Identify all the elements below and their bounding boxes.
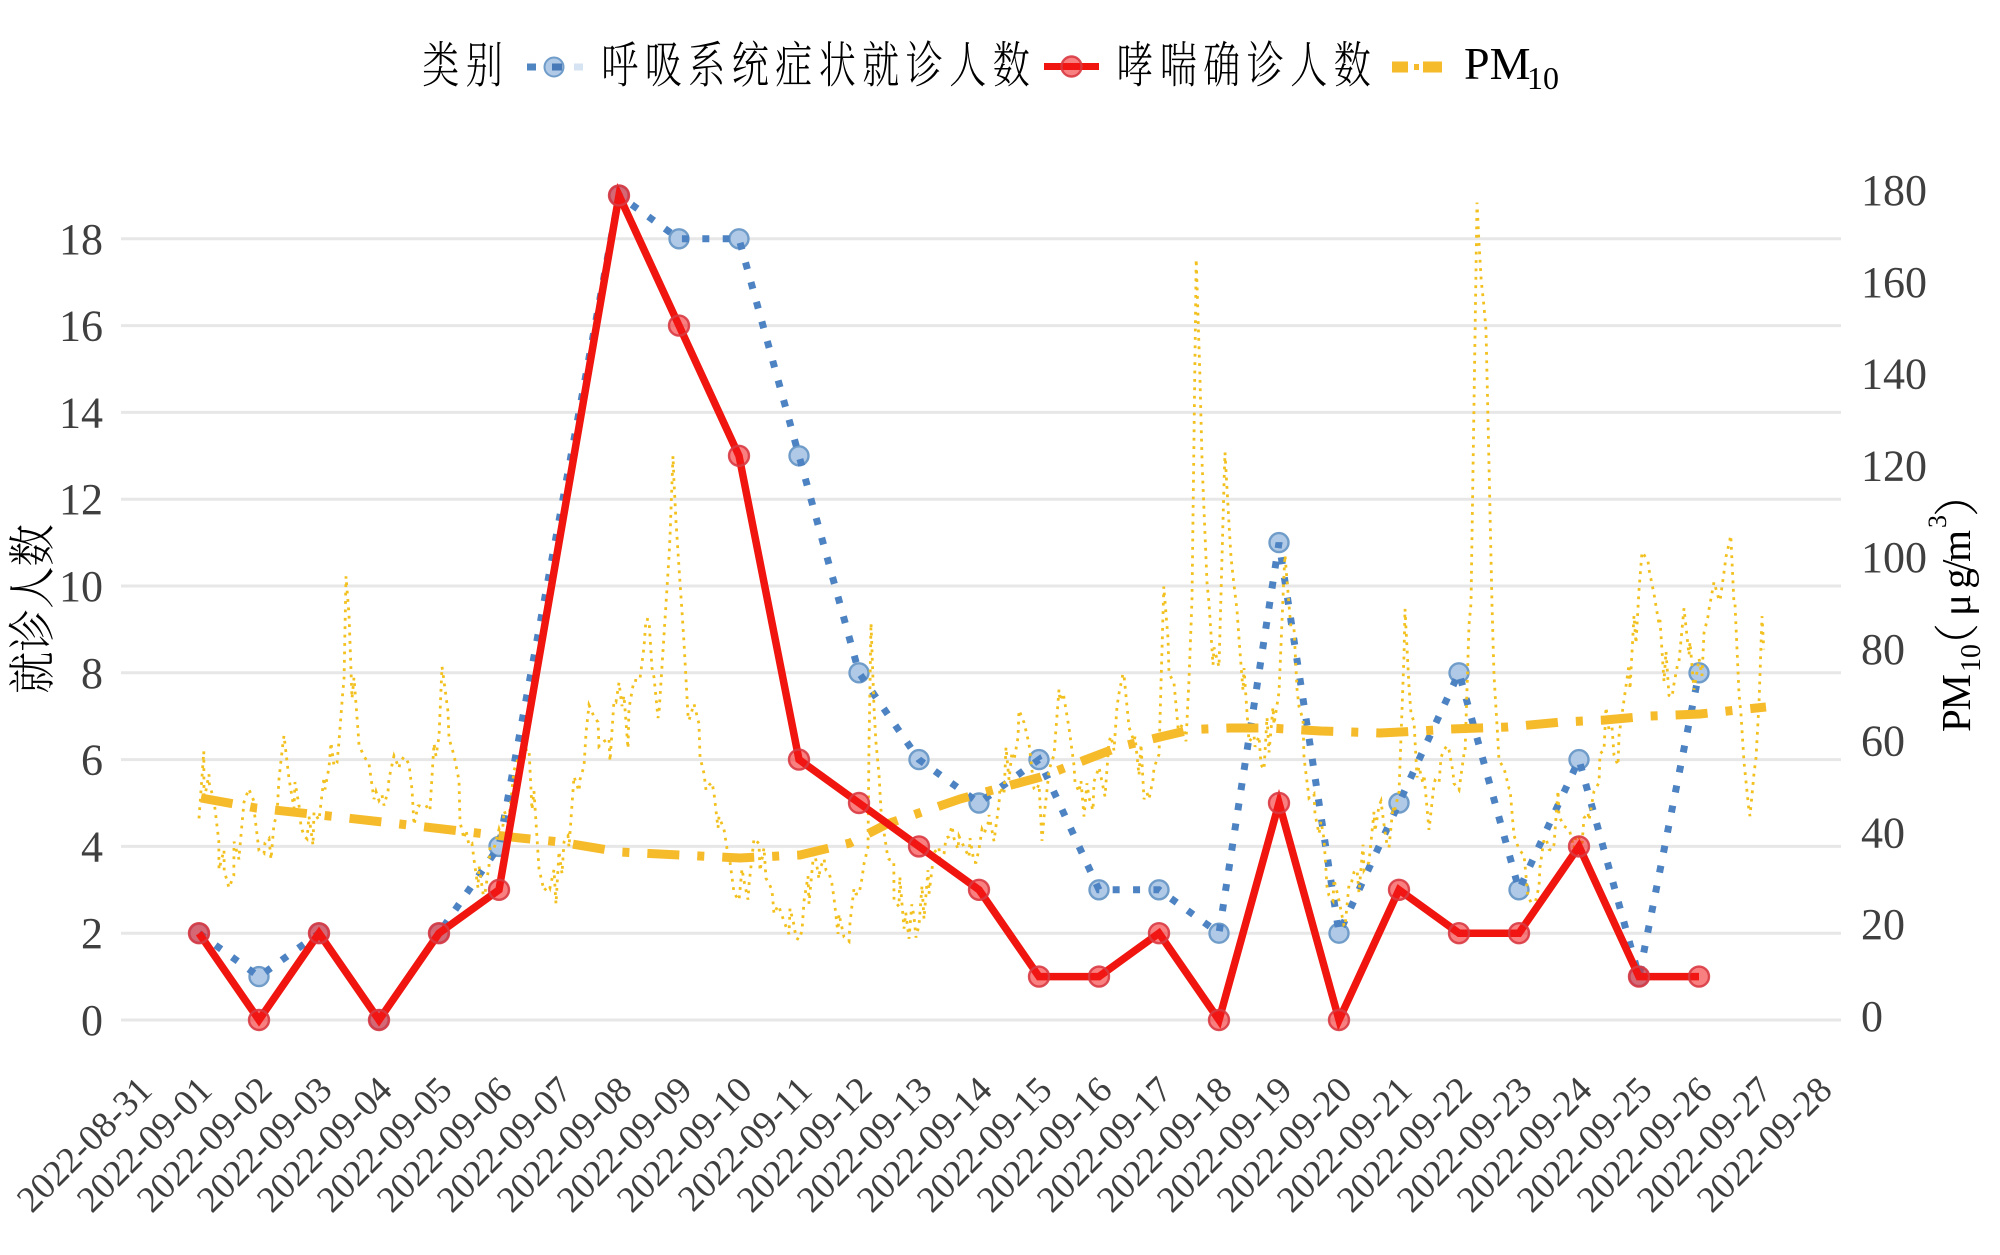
svg-text:60: 60 — [1861, 717, 1905, 766]
svg-text:2: 2 — [81, 909, 103, 958]
svg-text:0: 0 — [81, 996, 103, 1045]
svg-text:10: 10 — [59, 562, 103, 611]
svg-text:180: 180 — [1861, 166, 1927, 215]
svg-text:18: 18 — [59, 215, 103, 264]
svg-text:PM: PM — [1933, 674, 1979, 732]
svg-text:8: 8 — [81, 649, 103, 698]
svg-text:160: 160 — [1861, 258, 1927, 307]
svg-text:12: 12 — [59, 475, 103, 524]
svg-text:4: 4 — [81, 822, 103, 871]
svg-text:PM: PM — [1464, 38, 1530, 89]
svg-text:80: 80 — [1861, 625, 1905, 674]
svg-text:20: 20 — [1861, 900, 1905, 949]
svg-text:3: 3 — [1923, 515, 1952, 528]
svg-text:14: 14 — [59, 388, 103, 437]
svg-text:10: 10 — [1956, 644, 1987, 672]
svg-text:100: 100 — [1861, 533, 1927, 582]
svg-text:0: 0 — [1861, 992, 1883, 1041]
svg-text:μ g/m: μ g/m — [1933, 530, 1979, 616]
svg-text:140: 140 — [1861, 350, 1927, 399]
svg-text:10: 10 — [1527, 60, 1559, 96]
svg-text:120: 120 — [1861, 441, 1927, 490]
svg-text:6: 6 — [81, 736, 103, 785]
svg-text:16: 16 — [59, 302, 103, 351]
svg-text:40: 40 — [1861, 808, 1905, 857]
